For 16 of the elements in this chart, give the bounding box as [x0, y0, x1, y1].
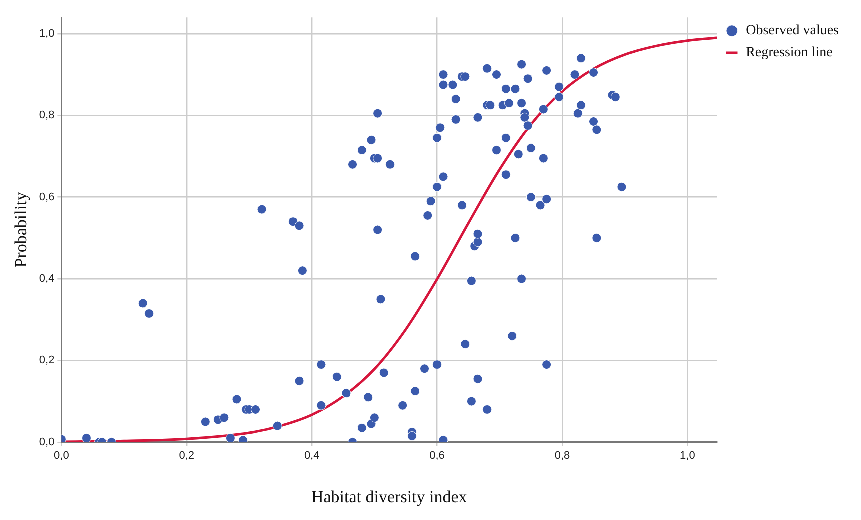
x-tick-label: 0,0	[54, 450, 70, 462]
y-tick-label: 0,6	[39, 191, 55, 204]
legend-label: Observed values	[746, 24, 840, 39]
y-tick-label: 0,8	[39, 110, 55, 122]
x-tick-label: 0,2	[179, 450, 195, 462]
y-axis-title: Probability	[12, 192, 31, 268]
y-tick-label: 0,4	[39, 273, 55, 286]
x-axis-title: Habitat diversity index	[311, 487, 468, 506]
x-tick-label: 0,8	[554, 450, 570, 462]
y-tick-label: 1,0	[39, 28, 55, 40]
x-tick-label: 0,4	[304, 450, 320, 462]
y-tick-label: 0,0	[39, 436, 55, 448]
x-tick-label: 0,6	[430, 450, 445, 462]
legend-label: Regression line	[746, 46, 833, 61]
y-tick-label: 0,2	[39, 354, 55, 367]
x-tick-label: 1,0	[680, 450, 696, 462]
